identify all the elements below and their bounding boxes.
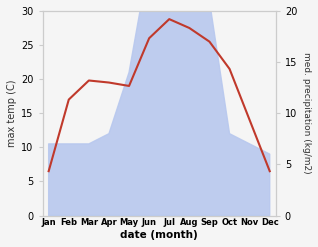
X-axis label: date (month): date (month) [120, 230, 198, 240]
Y-axis label: max temp (C): max temp (C) [7, 80, 17, 147]
Y-axis label: med. precipitation (kg/m2): med. precipitation (kg/m2) [302, 52, 311, 174]
